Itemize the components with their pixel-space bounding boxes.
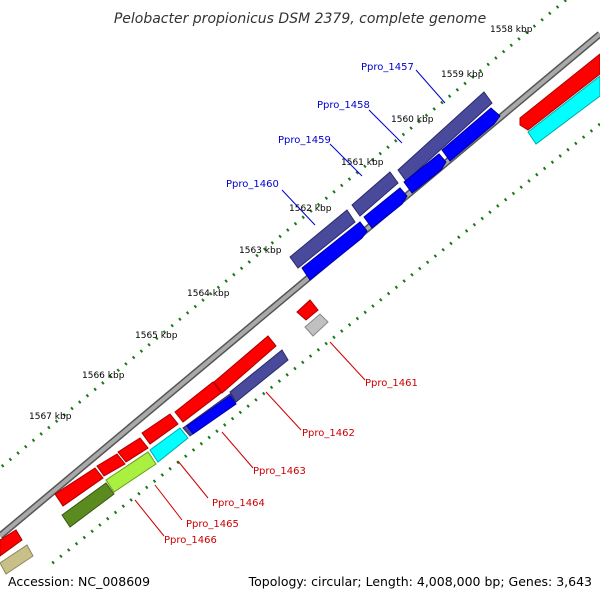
right-edge-features: [519, 53, 600, 145]
gene-ppro-1461[interactable]: [296, 299, 319, 321]
gene-red-edge[interactable]: [519, 53, 600, 131]
tick-label: 1562 kbp: [289, 204, 332, 214]
map-title: Pelobacter propionicus DSM 2379, complet…: [114, 11, 486, 27]
tick-labels: 1558 kbp 1559 kbp 1560 kbp 1561 kbp 1562…: [29, 25, 533, 422]
gene-label[interactable]: Ppro_1458: [317, 100, 370, 111]
gene-labels-bottom: Ppro_1461 Ppro_1462 Ppro_1463 Ppro_1464 …: [164, 378, 418, 546]
gene-red[interactable]: [141, 413, 179, 445]
inner-tick-ring: [49, 122, 600, 567]
topology-label: Topology: circular; Length: 4,008,000 bp…: [248, 574, 592, 589]
accession-label: Accession: NC_008609: [8, 574, 150, 589]
gene-khaki[interactable]: [0, 544, 34, 575]
gene-blue-arrow[interactable]: [301, 221, 368, 281]
gene-ppro-1457[interactable]: [397, 91, 493, 182]
gene-labels-top: Ppro_1457 Ppro_1458 Ppro_1459 Ppro_1460: [226, 62, 414, 190]
gene-cyan-edge[interactable]: [527, 75, 600, 145]
tick-label: 1558 kbp: [490, 25, 533, 35]
genome-backbone: [0, 31, 600, 539]
gene-ppro-1464[interactable]: [149, 427, 189, 463]
gene-label[interactable]: Ppro_1460: [226, 179, 279, 190]
gene-ppro-1459[interactable]: [351, 171, 399, 217]
gene-red[interactable]: [96, 453, 126, 477]
gene-ppro-1458[interactable]: [441, 107, 501, 162]
gene-label[interactable]: Ppro_1462: [302, 428, 355, 439]
tick-label: 1567 kbp: [29, 412, 72, 422]
gene-blue-arrow[interactable]: [363, 187, 408, 229]
reverse-features: [0, 299, 329, 575]
gene-ppro-1465[interactable]: [105, 451, 157, 493]
tick-label: 1560 kbp: [391, 115, 434, 125]
tick-label: 1563 kbp: [239, 246, 282, 256]
gene-label[interactable]: Ppro_1466: [164, 535, 217, 546]
gene-ppro-1466[interactable]: [61, 482, 115, 528]
gene-ppro-1462[interactable]: [213, 335, 277, 394]
gene-ppro-1461-grey[interactable]: [304, 313, 329, 337]
gene-label[interactable]: Ppro_1463: [253, 466, 306, 477]
gene-label[interactable]: Ppro_1461: [365, 378, 418, 389]
tick-label: 1566 kbp: [82, 371, 125, 381]
gene-label[interactable]: Ppro_1465: [186, 519, 239, 530]
tick-label: 1559 kbp: [441, 70, 484, 80]
tick-label: 1565 kbp: [135, 331, 178, 341]
tick-label: 1564 kbp: [187, 289, 230, 299]
forward-features: [289, 91, 501, 281]
gene-blue-arrow[interactable]: [403, 153, 447, 194]
callout-lines: [134, 69, 446, 537]
gene-red[interactable]: [0, 529, 23, 557]
gene-red[interactable]: [54, 467, 104, 507]
gene-red[interactable]: [174, 381, 222, 423]
tick-label: 1561 kbp: [341, 158, 384, 168]
gene-ppro-1460[interactable]: [289, 209, 356, 269]
gene-label[interactable]: Ppro_1464: [212, 498, 265, 509]
gene-label[interactable]: Ppro_1459: [278, 135, 331, 146]
gene-blue[interactable]: [186, 395, 237, 435]
gene-red[interactable]: [117, 437, 149, 463]
gene-label[interactable]: Ppro_1457: [361, 62, 414, 73]
